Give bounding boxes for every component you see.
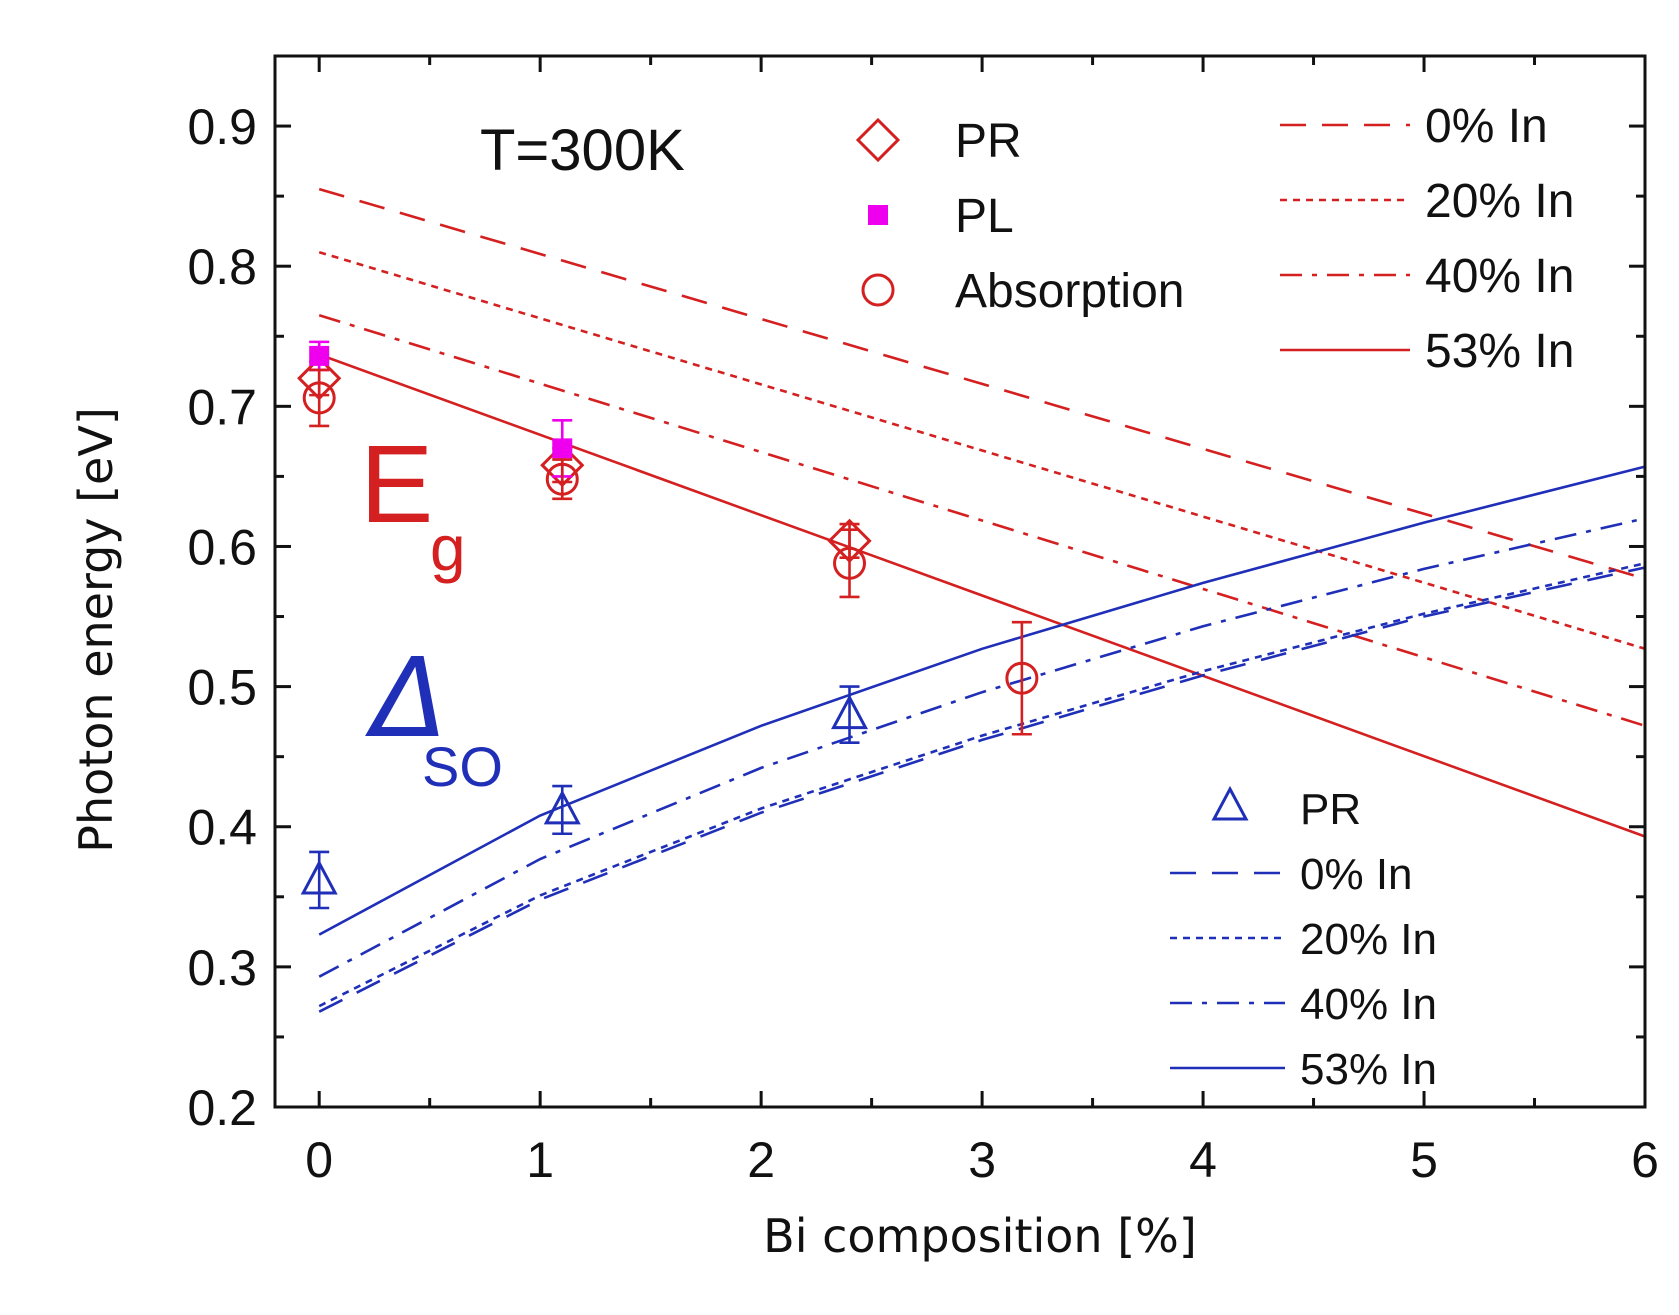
legend-label: PR: [1300, 785, 1361, 834]
data-marker-circle: [833, 546, 867, 580]
legend-label: 53% In: [1425, 325, 1574, 378]
eg-annotation: E: [360, 423, 433, 546]
legend-marker-diamond: [855, 117, 901, 163]
x-tick-label: 2: [747, 1132, 775, 1188]
legend-label: Absorption: [955, 265, 1184, 318]
data-marker-circle: [545, 462, 579, 496]
eg-annotation-subscript: g: [430, 512, 466, 584]
data-marker-triangle: [543, 789, 581, 825]
series-line: [318, 562, 1646, 1008]
series-line: [318, 250, 1646, 651]
y-tick-label: 0.6: [187, 519, 257, 575]
series-lines: [318, 187, 1646, 1013]
y-tick-label: 0.7: [187, 379, 257, 435]
y-tick-label: 0.8: [187, 239, 257, 295]
data-points: [297, 340, 1039, 910]
legend-so: PR 0% In 20% In 40% In 53% In: [1170, 785, 1437, 1094]
x-tick-label: 5: [1410, 1132, 1438, 1188]
legend-label: PL: [955, 190, 1014, 243]
plot-frame: [273, 54, 1647, 1109]
y-tick-label: 0.2: [187, 1080, 257, 1136]
data-marker-square: [309, 345, 330, 366]
x-tick-label: 0: [305, 1132, 333, 1188]
x-tick-label: 6: [1631, 1132, 1659, 1188]
y-tick-label: 0.9: [187, 99, 257, 155]
legend-label: 0% In: [1425, 100, 1548, 153]
data-marker-circle: [1005, 661, 1039, 695]
y-tick-label: 0.4: [187, 800, 257, 856]
data-marker-circle: [302, 381, 336, 415]
x-tick-label: 4: [1189, 1132, 1217, 1188]
series-line: [318, 465, 1646, 936]
series-line: [318, 517, 1646, 978]
y-tick-label: 0.5: [187, 660, 257, 716]
y-tick-label: 0.3: [187, 940, 257, 996]
legend-label: 20% In: [1300, 915, 1437, 964]
legend-marker-square: [868, 205, 888, 225]
data-marker-triangle: [300, 859, 338, 895]
legend-label: 53% In: [1300, 1045, 1437, 1094]
legend-marker-triangle: [1211, 785, 1249, 821]
series-line: [318, 353, 1646, 838]
data-marker-square: [552, 438, 573, 459]
x-tick-label: 1: [526, 1132, 554, 1188]
axis-ticks: 0 1 2 3 4 5 6 0.2 0.3 0.4 0.5 0.6 0.7 0.8 0.9: [187, 56, 1659, 1188]
data-marker-triangle: [831, 694, 869, 730]
legend-label: PR: [955, 115, 1022, 168]
legend-eg-lines: 0% In 20% In 40% In 53% In: [1280, 100, 1574, 378]
legend-marker-circle: [861, 273, 895, 307]
so-annotation-subscript: SO: [422, 735, 503, 798]
x-axis-title: Bi composition [%]: [763, 1209, 1197, 1263]
y-axis-title: Photon energy [eV]: [69, 407, 123, 853]
series-line: [318, 187, 1646, 580]
legend-label: 20% In: [1425, 175, 1574, 228]
temperature-annotation: T=300K: [480, 118, 685, 183]
legend-label: 40% In: [1425, 250, 1574, 303]
x-tick-label: 3: [968, 1132, 996, 1188]
series-line: [318, 566, 1646, 1013]
legend-label: 0% In: [1300, 850, 1413, 899]
series-line: [318, 313, 1646, 728]
legend-eg-markers: PR PL Absorption: [855, 115, 1184, 318]
so-annotation: Δ: [365, 634, 447, 762]
legend-label: 40% In: [1300, 980, 1437, 1029]
